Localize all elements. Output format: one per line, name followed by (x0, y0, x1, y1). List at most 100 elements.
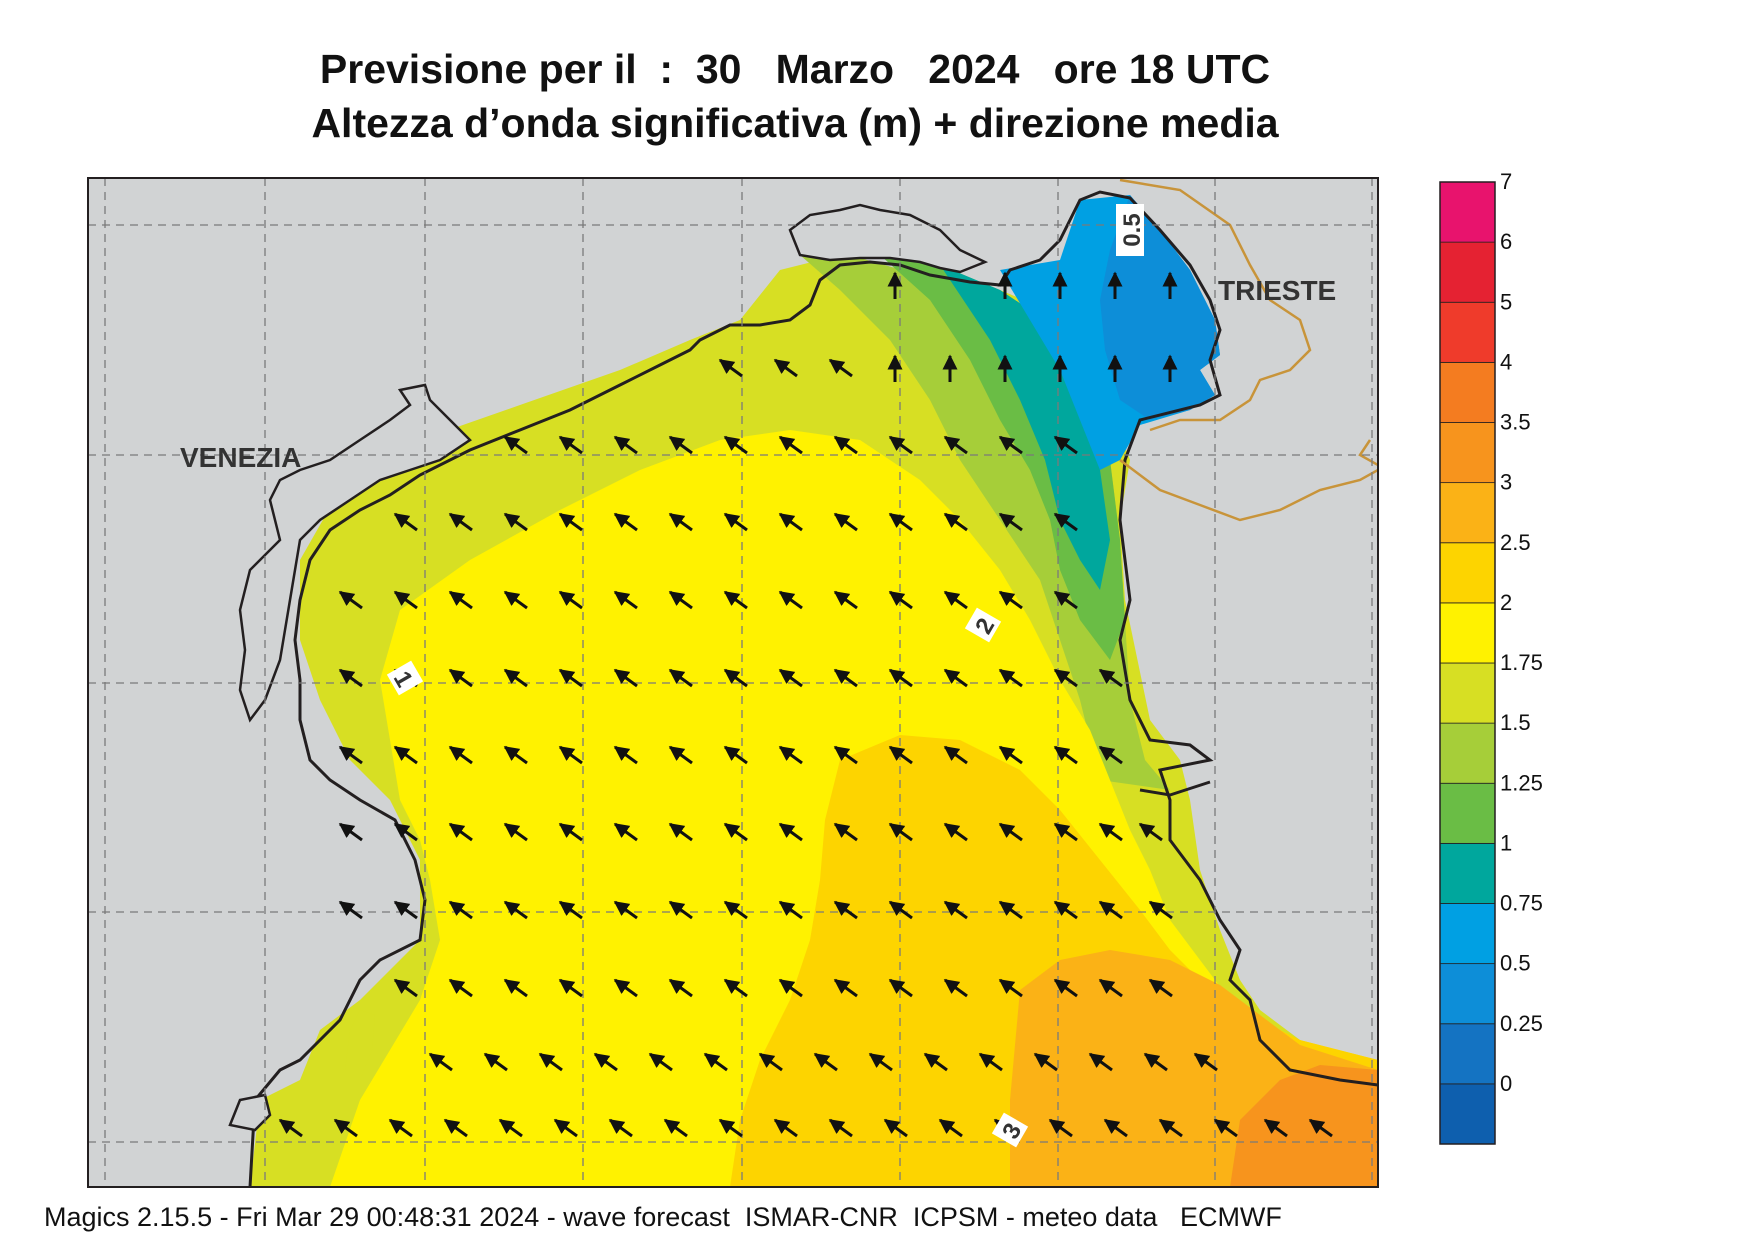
direction-arrow (448, 668, 473, 688)
direction-arrow (503, 900, 528, 920)
direction-arrow (668, 978, 693, 998)
direction-arrow (778, 668, 803, 688)
legend-tick-label: 2 (1500, 590, 1512, 615)
direction-arrow (833, 900, 858, 920)
direction-arrow (593, 1052, 618, 1072)
legend-tick-label: 1.75 (1500, 650, 1543, 675)
legend-tick-label: 6 (1500, 229, 1512, 254)
direction-arrow (1053, 668, 1078, 688)
direction-arrow (723, 435, 748, 455)
direction-arrow (1053, 745, 1078, 765)
direction-arrow (448, 822, 473, 842)
direction-arrow (723, 822, 748, 842)
direction-arrow (538, 1052, 563, 1072)
direction-arrow (778, 822, 803, 842)
direction-arrow (1193, 1052, 1218, 1072)
chart-subtitle: Altezza d’onda significativa (m) + direz… (311, 100, 1279, 146)
direction-arrow (888, 435, 913, 455)
legend-tick-label: 0.5 (1500, 951, 1531, 976)
direction-arrow (613, 822, 638, 842)
direction-arrow (613, 900, 638, 920)
legend-swatch (1439, 602, 1496, 664)
direction-arrow (503, 745, 528, 765)
trieste-bay-islands (788, 203, 989, 274)
direction-arrow (393, 900, 418, 920)
direction-arrow (448, 512, 473, 532)
legend-tick-label: 3 (1500, 470, 1512, 495)
legend-swatch (1439, 301, 1496, 363)
legend-tick-label: 0.75 (1500, 891, 1543, 916)
chart-title: Previsione per il : 30 Marzo 2024 ore 18… (319, 46, 1271, 92)
legend-swatch (1439, 482, 1496, 544)
direction-arrow (338, 590, 363, 610)
legend-swatch (1439, 662, 1496, 724)
direction-arrow (888, 668, 913, 688)
sea-field (250, 195, 1378, 1187)
legend-swatch (1439, 542, 1496, 604)
direction-arrow (558, 668, 583, 688)
direction-arrow (558, 822, 583, 842)
place-label-trieste: TRIESTE (1218, 275, 1336, 306)
direction-arrow (558, 590, 583, 610)
lido-island (228, 1093, 272, 1132)
direction-arrow (998, 512, 1023, 532)
direction-arrow (1213, 1118, 1238, 1138)
footer-credits: Magics 2.15.5 - Fri Mar 29 00:48:31 2024… (44, 1202, 1282, 1232)
direction-arrow (1053, 978, 1078, 998)
island-lido (345, 1010, 375, 1080)
direction-arrow (828, 1118, 853, 1138)
direction-arrow (613, 435, 638, 455)
direction-arrow (943, 900, 968, 920)
direction-arrow (943, 512, 968, 532)
legend-swatch (1439, 1023, 1496, 1085)
direction-arrow (723, 590, 748, 610)
legend-tick-label: 0 (1500, 1071, 1512, 1096)
direction-arrow (338, 900, 363, 920)
direction-arrow (483, 1052, 508, 1072)
direction-arrow (778, 590, 803, 610)
direction-arrow (1053, 822, 1078, 842)
direction-arrow (608, 1118, 633, 1138)
direction-arrow (778, 512, 803, 532)
contour-label-05: 0.5 (1119, 213, 1146, 246)
legend-swatch (1439, 782, 1496, 844)
direction-arrow (998, 900, 1023, 920)
legend-tick-label: 4 (1500, 349, 1512, 374)
direction-arrow (1098, 822, 1123, 842)
direction-arrow (773, 358, 798, 378)
direction-arrow (613, 590, 638, 610)
place-label-venezia: VENEZIA (180, 442, 301, 473)
direction-arrow (1033, 1052, 1058, 1072)
direction-arrow (393, 512, 418, 532)
legend-tick-label: 1.25 (1500, 770, 1543, 795)
direction-arrow (998, 978, 1023, 998)
istria-coast (1139, 780, 1211, 797)
direction-arrow (448, 590, 473, 610)
direction-arrow (558, 978, 583, 998)
direction-arrow (723, 978, 748, 998)
direction-arrow (663, 1118, 688, 1138)
direction-arrow (393, 590, 418, 610)
legend-tick-label: 2.5 (1500, 530, 1531, 555)
direction-arrow (833, 745, 858, 765)
direction-arrow (723, 745, 748, 765)
direction-arrow (883, 1118, 908, 1138)
legend-tick-label: 1.5 (1500, 710, 1531, 735)
direction-arrow (333, 1118, 358, 1138)
direction-arrow (613, 668, 638, 688)
direction-arrow (943, 822, 968, 842)
legend-tick-label: 5 (1500, 289, 1512, 314)
direction-arrow (448, 745, 473, 765)
legend-swatch (1439, 722, 1496, 784)
direction-arrow (503, 590, 528, 610)
direction-arrow (428, 1052, 453, 1072)
direction-arrow (613, 512, 638, 532)
coastline (248, 190, 1378, 1187)
direction-arrow (888, 822, 913, 842)
direction-arrow (558, 900, 583, 920)
direction-arrow (1053, 900, 1078, 920)
direction-arrow (833, 435, 858, 455)
direction-arrow (888, 512, 913, 532)
direction-arrow (718, 358, 743, 378)
